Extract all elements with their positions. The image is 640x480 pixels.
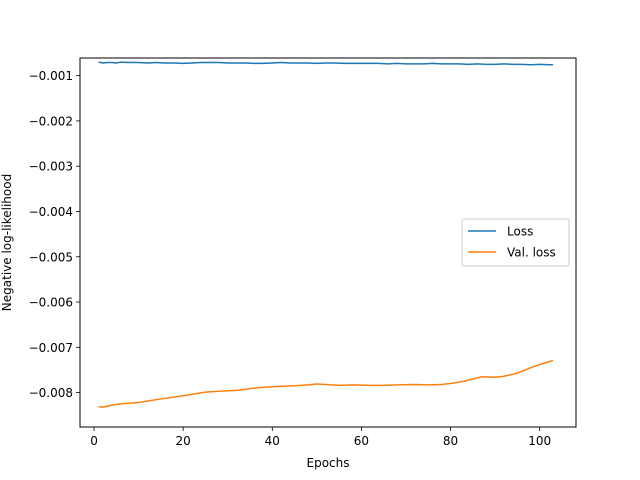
x-tick-label: 0: [90, 434, 98, 448]
x-tick-label: 60: [354, 434, 369, 448]
y-tick-label: −0.002: [29, 114, 73, 128]
x-tick-label: 100: [528, 434, 551, 448]
y-axis-label: Negative log-likelihood: [0, 174, 14, 311]
y-tick-label: −0.003: [29, 160, 73, 174]
y-tick-label: −0.004: [29, 205, 73, 219]
x-tick-label: 40: [265, 434, 280, 448]
y-tick-label: −0.005: [29, 250, 73, 264]
x-axis-label: Epochs: [307, 456, 350, 470]
y-tick-label: −0.001: [29, 69, 73, 83]
x-tick-label: 20: [176, 434, 191, 448]
y-tick-label: −0.006: [29, 296, 73, 310]
legend: Loss Val. loss: [461, 218, 570, 267]
series-line-loss: [98, 61, 554, 66]
x-axis-ticks: 0 20 40 60 80 100: [90, 427, 551, 448]
legend-label-val-loss: Val. loss: [507, 246, 556, 260]
series-layer: [98, 61, 554, 408]
legend-label-loss: Loss: [507, 225, 533, 239]
series-line-val-loss: [98, 359, 554, 408]
plot-frame: [79, 57, 577, 428]
y-axis-ticks: −0.001 −0.002 −0.003 −0.004 −0.005 −0.006 −0.0…: [29, 69, 80, 400]
y-tick-label: −0.008: [29, 386, 73, 400]
y-tick-label: −0.007: [29, 341, 73, 355]
x-tick-label: 80: [443, 434, 458, 448]
